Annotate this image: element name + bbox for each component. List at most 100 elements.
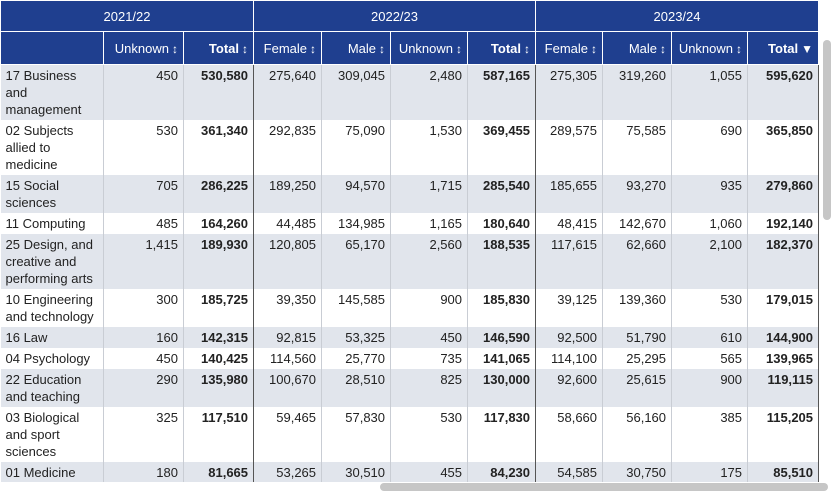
table-row: 22 Education and teaching 290 135,980 10… bbox=[0, 369, 820, 407]
value-cell: 180 bbox=[103, 462, 184, 482]
column-header-y3-female[interactable]: Female ↕ bbox=[535, 31, 604, 65]
total-cell: 130,000 bbox=[467, 369, 537, 407]
table-row: 25 Design, and creative and performing a… bbox=[0, 234, 820, 289]
value-cell: 825 bbox=[390, 369, 469, 407]
value-cell: 100,670 bbox=[253, 369, 323, 407]
sort-icon[interactable]: ↕ bbox=[524, 41, 531, 56]
total-cell: 140,425 bbox=[183, 348, 255, 369]
total-cell: 188,535 bbox=[467, 234, 537, 289]
total-cell: 286,225 bbox=[183, 175, 255, 213]
total-cell: 182,370 bbox=[747, 234, 820, 289]
value-cell: 120,805 bbox=[253, 234, 323, 289]
sort-icon[interactable]: ↕ bbox=[242, 41, 249, 56]
total-cell: 180,640 bbox=[467, 213, 537, 234]
value-cell: 94,570 bbox=[321, 175, 392, 213]
total-cell: 141,065 bbox=[467, 348, 537, 369]
total-cell: 115,205 bbox=[747, 407, 820, 462]
value-cell: 56,160 bbox=[602, 407, 673, 462]
value-cell: 185,655 bbox=[535, 175, 604, 213]
value-cell: 290 bbox=[103, 369, 184, 407]
data-table-viewport: 2021/22 2022/23 2023/24 Unknown ↕ Total ↕ … bbox=[0, 0, 820, 482]
column-header-y3-total[interactable]: Total ▼ bbox=[747, 31, 820, 65]
value-cell: 275,305 bbox=[535, 64, 604, 120]
value-cell: 450 bbox=[103, 64, 184, 120]
value-cell: 1,055 bbox=[671, 64, 749, 120]
value-cell: 92,600 bbox=[535, 369, 604, 407]
total-cell: 142,315 bbox=[183, 327, 255, 348]
sort-descending-icon[interactable]: ▼ bbox=[801, 41, 814, 56]
column-header-y3-unknown[interactable]: Unknown ↕ bbox=[671, 31, 749, 65]
subject-cell: 03 Biological and sport sciences bbox=[0, 407, 104, 462]
value-cell: 935 bbox=[671, 175, 749, 213]
value-cell: 175 bbox=[671, 462, 749, 482]
total-cell: 185,830 bbox=[467, 289, 537, 327]
year-group-header: 2023/24 bbox=[535, 0, 820, 32]
table-row: 01 Medicine 180 81,665 53,265 30,510 455… bbox=[0, 462, 820, 482]
column-header-y2-male[interactable]: Male ↕ bbox=[321, 31, 392, 65]
value-cell: 2,100 bbox=[671, 234, 749, 289]
table-row: 16 Law 160 142,315 92,815 53,325 450 146… bbox=[0, 327, 820, 348]
column-header-y1-total[interactable]: Total ↕ bbox=[182, 31, 255, 65]
subject-cell: 15 Social sciences bbox=[0, 175, 104, 213]
table-row: 03 Biological and sport sciences 325 117… bbox=[0, 407, 820, 462]
total-cell: 185,725 bbox=[183, 289, 255, 327]
total-cell: 84,230 bbox=[467, 462, 537, 482]
value-cell: 75,585 bbox=[602, 120, 673, 175]
value-cell: 39,125 bbox=[535, 289, 604, 327]
vertical-scrollbar[interactable] bbox=[823, 40, 831, 220]
value-cell: 900 bbox=[671, 369, 749, 407]
value-cell: 62,660 bbox=[602, 234, 673, 289]
value-cell: 75,090 bbox=[321, 120, 392, 175]
sort-icon[interactable]: ↕ bbox=[456, 41, 463, 56]
value-cell: 28,510 bbox=[321, 369, 392, 407]
value-cell: 142,670 bbox=[602, 213, 673, 234]
value-cell: 53,325 bbox=[321, 327, 392, 348]
value-cell: 289,575 bbox=[535, 120, 604, 175]
value-cell: 455 bbox=[390, 462, 469, 482]
column-header-y2-female[interactable]: Female ↕ bbox=[253, 31, 323, 65]
value-cell: 1,415 bbox=[103, 234, 184, 289]
value-cell: 54,585 bbox=[535, 462, 604, 482]
total-cell: 139,965 bbox=[747, 348, 820, 369]
total-cell: 587,165 bbox=[467, 64, 537, 120]
subject-cell: 16 Law bbox=[0, 327, 104, 348]
total-cell: 179,015 bbox=[747, 289, 820, 327]
sort-icon[interactable]: ↕ bbox=[172, 41, 178, 56]
total-cell: 81,665 bbox=[183, 462, 255, 482]
value-cell: 51,790 bbox=[602, 327, 673, 348]
subject-enrolment-table: 2021/22 2022/23 2023/24 Unknown ↕ Total ↕ … bbox=[0, 0, 820, 482]
total-cell: 85,510 bbox=[747, 462, 820, 482]
horizontal-scrollbar[interactable] bbox=[380, 483, 828, 491]
sort-icon[interactable]: ↕ bbox=[379, 41, 386, 56]
value-cell: 57,830 bbox=[321, 407, 392, 462]
sort-icon[interactable]: ↕ bbox=[660, 41, 667, 56]
sort-icon[interactable]: ↕ bbox=[736, 41, 743, 56]
value-cell: 2,560 bbox=[390, 234, 469, 289]
subject-cell: 17 Business and management bbox=[0, 64, 104, 120]
column-header-y1-unknown[interactable]: Unknown ↕ bbox=[103, 31, 184, 65]
total-cell: 365,850 bbox=[747, 120, 820, 175]
value-cell: 292,835 bbox=[253, 120, 323, 175]
column-header-row: Unknown ↕ Total ↕ Female ↕ Male ↕ Unknown ↕ T… bbox=[0, 31, 820, 65]
total-cell: 144,900 bbox=[747, 327, 820, 348]
total-cell: 164,260 bbox=[183, 213, 255, 234]
value-cell: 25,615 bbox=[602, 369, 673, 407]
value-cell: 1,060 bbox=[671, 213, 749, 234]
sort-icon[interactable]: ↕ bbox=[310, 41, 317, 56]
subject-cell: 02 Subjects allied to medicine bbox=[0, 120, 104, 175]
value-cell: 705 bbox=[103, 175, 184, 213]
total-cell: 369,455 bbox=[467, 120, 537, 175]
column-header-y2-unknown[interactable]: Unknown ↕ bbox=[390, 31, 469, 65]
sort-icon[interactable]: ↕ bbox=[591, 41, 598, 56]
column-header-y2-total[interactable]: Total ↕ bbox=[467, 31, 537, 65]
value-cell: 145,585 bbox=[321, 289, 392, 327]
column-header-y3-male[interactable]: Male ↕ bbox=[602, 31, 673, 65]
value-cell: 92,815 bbox=[253, 327, 323, 348]
value-cell: 53,265 bbox=[253, 462, 323, 482]
total-cell: 189,930 bbox=[183, 234, 255, 289]
value-cell: 2,480 bbox=[390, 64, 469, 120]
subject-cell: 22 Education and teaching bbox=[0, 369, 104, 407]
year-group-header: 2022/23 bbox=[253, 0, 537, 32]
value-cell: 610 bbox=[671, 327, 749, 348]
table-row: 02 Subjects allied to medicine 530 361,3… bbox=[0, 120, 820, 175]
